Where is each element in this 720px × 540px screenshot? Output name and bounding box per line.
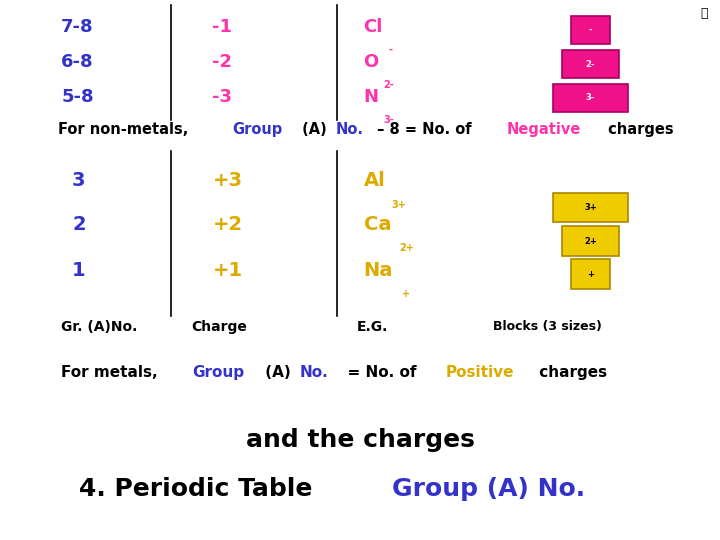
Text: 3-: 3- (585, 93, 595, 102)
Text: 4. Periodic Table: 4. Periodic Table (79, 477, 321, 501)
Text: (A): (A) (297, 122, 327, 137)
Text: 2+: 2+ (399, 244, 414, 253)
Text: and the charges: and the charges (246, 428, 474, 452)
Text: 1: 1 (72, 260, 86, 280)
Text: No.: No. (300, 365, 328, 380)
Text: Cl: Cl (364, 18, 383, 36)
Text: = No. of: = No. of (337, 365, 421, 380)
Text: 3-: 3- (383, 115, 394, 125)
Text: O: O (364, 53, 379, 71)
Text: 2: 2 (72, 214, 86, 234)
FancyBboxPatch shape (553, 193, 628, 222)
Text: For metals,: For metals, (61, 365, 163, 380)
Text: 2+: 2+ (584, 237, 597, 246)
Text: Gr. (A)No.: Gr. (A)No. (61, 320, 138, 334)
Text: Negative: Negative (507, 122, 581, 137)
FancyBboxPatch shape (562, 226, 619, 256)
Text: N: N (364, 88, 379, 106)
Text: 2-: 2- (383, 80, 394, 90)
Text: Charge: Charge (191, 320, 247, 334)
Text: 3: 3 (72, 171, 86, 191)
Text: Group: Group (233, 122, 283, 137)
Text: +3: +3 (212, 171, 243, 191)
Text: +2: +2 (212, 214, 243, 234)
FancyBboxPatch shape (571, 259, 611, 289)
Text: (A): (A) (260, 365, 291, 380)
Text: -: - (389, 45, 392, 55)
Text: E.G.: E.G. (356, 320, 388, 334)
Text: 2-: 2- (585, 60, 595, 69)
Text: Na: Na (364, 260, 393, 280)
Text: Group (A) No.: Group (A) No. (392, 477, 585, 501)
Text: charges: charges (534, 365, 608, 380)
Text: 3+: 3+ (392, 200, 407, 210)
Text: – 8 = No. of: – 8 = No. of (372, 122, 477, 137)
Text: -1: -1 (212, 18, 233, 36)
Text: For non-metals,: For non-metals, (58, 122, 193, 137)
Text: Al: Al (364, 171, 385, 191)
Text: +: + (587, 269, 594, 279)
Text: 3+: 3+ (584, 203, 597, 212)
FancyBboxPatch shape (562, 50, 619, 78)
Text: charges: charges (603, 122, 673, 137)
Text: Group: Group (193, 365, 245, 380)
FancyBboxPatch shape (553, 84, 628, 112)
Text: 7-8: 7-8 (61, 18, 94, 36)
Text: -2: -2 (212, 53, 233, 71)
Text: Blocks (3 sizes): Blocks (3 sizes) (493, 320, 602, 333)
Text: -3: -3 (212, 88, 233, 106)
Text: Positive: Positive (446, 365, 515, 380)
Text: 5-8: 5-8 (61, 88, 94, 106)
Text: No.: No. (336, 122, 364, 137)
Text: +1: +1 (212, 260, 243, 280)
Text: +: + (402, 289, 410, 299)
Text: 6-8: 6-8 (61, 53, 94, 71)
Text: -: - (588, 26, 593, 35)
Text: 🌍: 🌍 (701, 7, 708, 20)
FancyBboxPatch shape (571, 16, 611, 44)
Text: Ca: Ca (364, 214, 391, 234)
